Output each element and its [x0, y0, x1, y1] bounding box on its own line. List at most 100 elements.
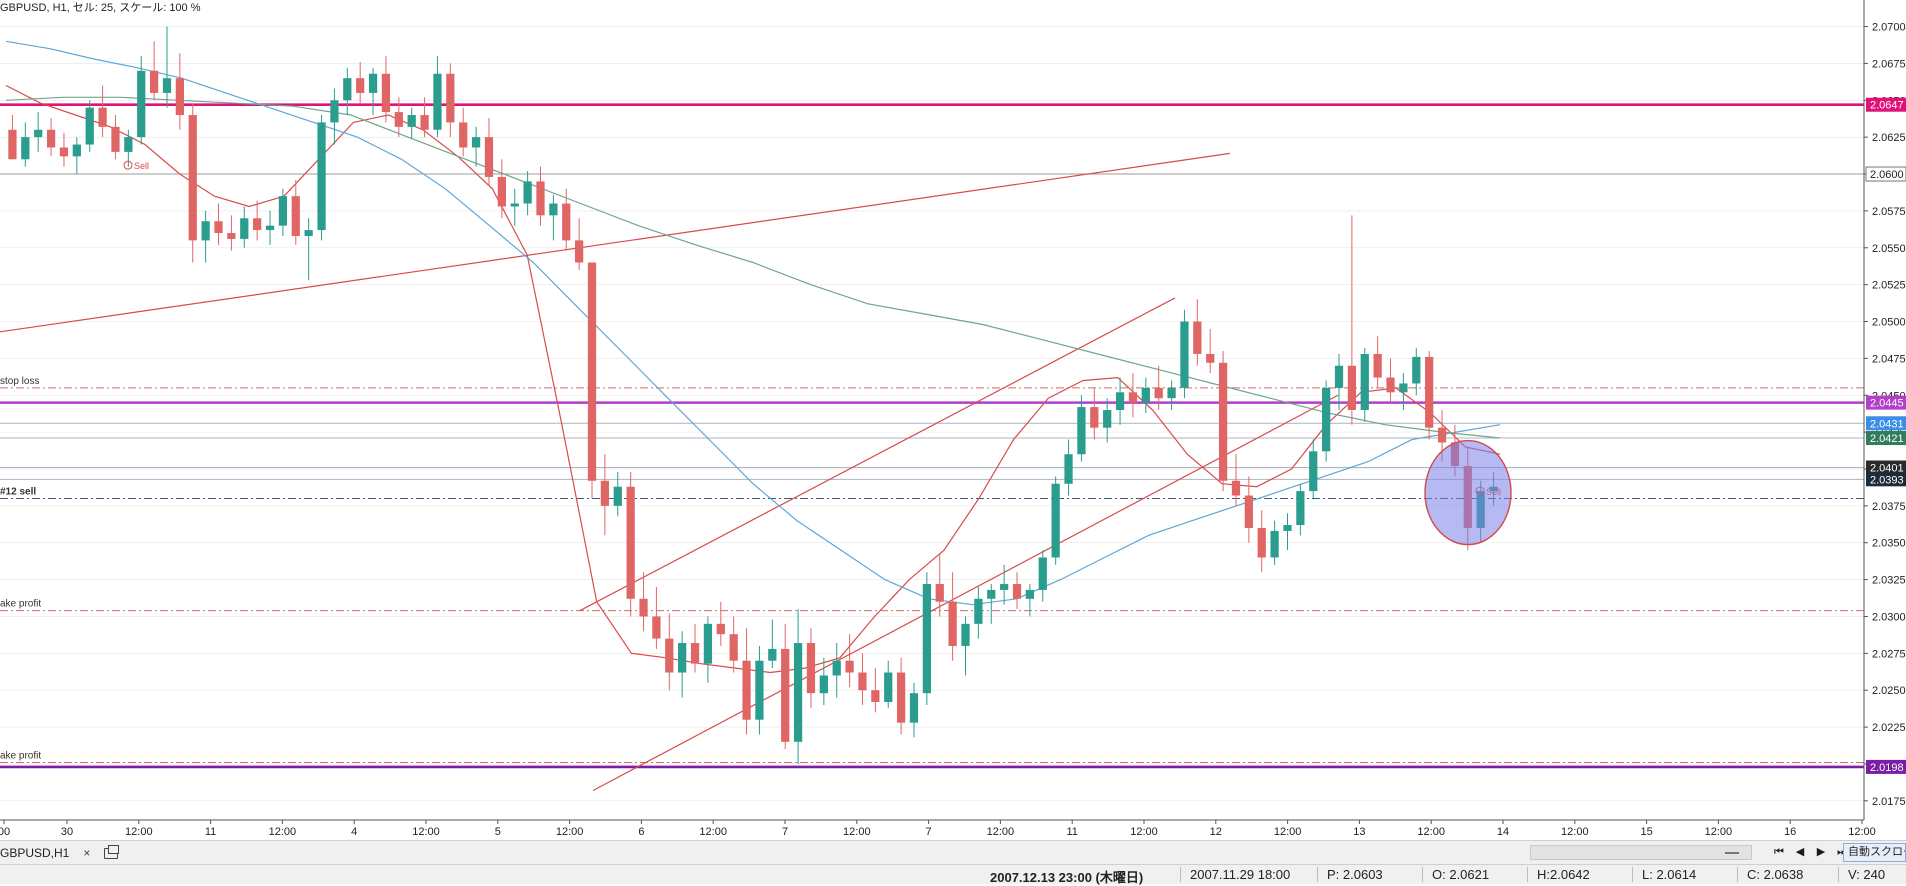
price-tag-label: 2.0431: [1870, 418, 1904, 430]
window-icon[interactable]: [104, 844, 120, 859]
candle-body: [459, 122, 468, 148]
candle-body: [510, 203, 519, 207]
candlesticks: [8, 26, 1498, 764]
candle-body: [626, 486, 635, 599]
candle-body: [446, 73, 455, 123]
x-axis-ticks: 00 30 12:00 11 12:00 4 12:00 5 12:00 6 12:00 7 12:00…: [0, 820, 1876, 838]
status-price: P: 2.0603: [1327, 867, 1383, 882]
scroll-thumb[interactable]: [1725, 852, 1739, 854]
candle-body: [227, 233, 236, 239]
status-close: C: 2.0638: [1747, 867, 1804, 882]
chart-tab[interactable]: GBPUSD,H1 ×: [0, 842, 126, 864]
order-line-label: #12 sell: [0, 486, 36, 497]
candle-body: [974, 598, 983, 624]
autoscroll-button[interactable]: 自動スクロール: [1843, 843, 1906, 862]
y-tick-label: 2.0250: [1872, 685, 1906, 697]
price-tag: [1866, 395, 1906, 410]
grid-lines: [0, 26, 1864, 802]
candle-body: [536, 181, 545, 216]
sell-marker: [123, 160, 133, 170]
candle-body: [858, 672, 867, 691]
candle-body: [1218, 362, 1228, 481]
candle-body: [1115, 392, 1125, 410]
candle-body: [781, 648, 790, 742]
candle-body: [1257, 527, 1266, 558]
order-line-label: ake profit: [0, 750, 41, 761]
candle-body: [1180, 321, 1189, 388]
next-bar-button[interactable]: ▶: [1816, 846, 1826, 858]
status-datetime: 2007.12.13 23:00 (木曜日): [990, 870, 1144, 885]
candle-body: [690, 643, 700, 664]
price-tag: [1866, 472, 1906, 487]
candle-body: [214, 221, 223, 234]
candle-body: [793, 643, 803, 742]
candle-body: [497, 176, 506, 207]
candle-body: [575, 240, 584, 263]
candle-body: [1128, 392, 1138, 403]
candle-body: [1334, 365, 1344, 388]
candle-body: [201, 221, 210, 241]
first-bar-button[interactable]: ⏮: [1774, 846, 1784, 858]
candle-body: [111, 126, 120, 152]
chart-scrollbar[interactable]: [1530, 845, 1752, 860]
x-tick-label: 12:00: [1274, 826, 1302, 838]
candle-body: [1347, 365, 1357, 410]
last-bar-button[interactable]: ⏭: [1837, 846, 1847, 858]
sell-marker-label: Sell: [134, 161, 149, 171]
candle-body: [330, 100, 339, 123]
candle-body: [394, 112, 403, 127]
chart-title: GBPUSD, H1, セル: 25, スケール: 100 %: [0, 1, 201, 14]
candle-body: [1025, 589, 1035, 599]
candle-body: [523, 181, 532, 204]
y-tick-label: 2.0500: [1872, 317, 1906, 329]
y-tick-label: 2.0475: [1872, 353, 1906, 365]
candle-body: [1231, 480, 1241, 496]
candle-body: [149, 70, 159, 93]
candle-body: [124, 137, 133, 152]
candle-body: [343, 78, 352, 101]
price-tag-label: 2.0445: [1870, 398, 1904, 410]
price-levels: [0, 103, 1864, 769]
candle-body: [909, 693, 919, 723]
x-tick-label: 11: [1066, 826, 1077, 838]
candle-body: [961, 623, 970, 646]
candle-body: [549, 203, 558, 216]
prev-bar-button[interactable]: ◀: [1795, 846, 1805, 858]
candle-body: [304, 230, 313, 236]
candle-body: [1425, 356, 1434, 428]
x-tick-label: 12:00: [1705, 826, 1733, 838]
candle-body: [1167, 387, 1176, 399]
status-open: O: 2.0621: [1432, 867, 1490, 882]
x-tick-label: 15: [1640, 826, 1652, 838]
candle-body: [819, 675, 828, 694]
price-tag-label: 2.0393: [1870, 474, 1904, 486]
y-tick-label: 2.0625: [1872, 132, 1906, 144]
candle-body: [755, 660, 764, 720]
status-volume: V: 240: [1848, 867, 1886, 882]
y-tick-label: 2.0700: [1872, 22, 1906, 34]
close-icon[interactable]: ×: [83, 846, 91, 860]
price-tag: [1865, 166, 1906, 182]
order-line-label: stop loss: [0, 376, 39, 387]
candle-body: [922, 584, 931, 694]
candle-body: [1090, 407, 1099, 428]
candle-body: [1322, 387, 1331, 452]
candle-body: [1244, 495, 1253, 528]
candle-body: [1360, 353, 1369, 410]
candle-body: [896, 672, 906, 723]
x-tick-label: 12:00: [125, 826, 153, 838]
candle-body: [420, 115, 429, 130]
chart-navigation: ⏮ ◀ ▶ ⏭: [1770, 844, 1851, 860]
candle-body: [1038, 557, 1047, 590]
y-tick-label: 2.0550: [1872, 243, 1906, 255]
price-tag-label: 2.0401: [1870, 463, 1904, 475]
x-tick-label: 4: [351, 826, 357, 838]
x-tick-label: 7: [782, 826, 788, 838]
candle-body: [729, 634, 738, 661]
price-tag-label: 2.0198: [1870, 762, 1904, 774]
candle-body: [1270, 530, 1279, 558]
status-high: H:2.0642: [1537, 867, 1590, 882]
candle-body: [1283, 525, 1292, 531]
candle-body: [407, 115, 416, 127]
